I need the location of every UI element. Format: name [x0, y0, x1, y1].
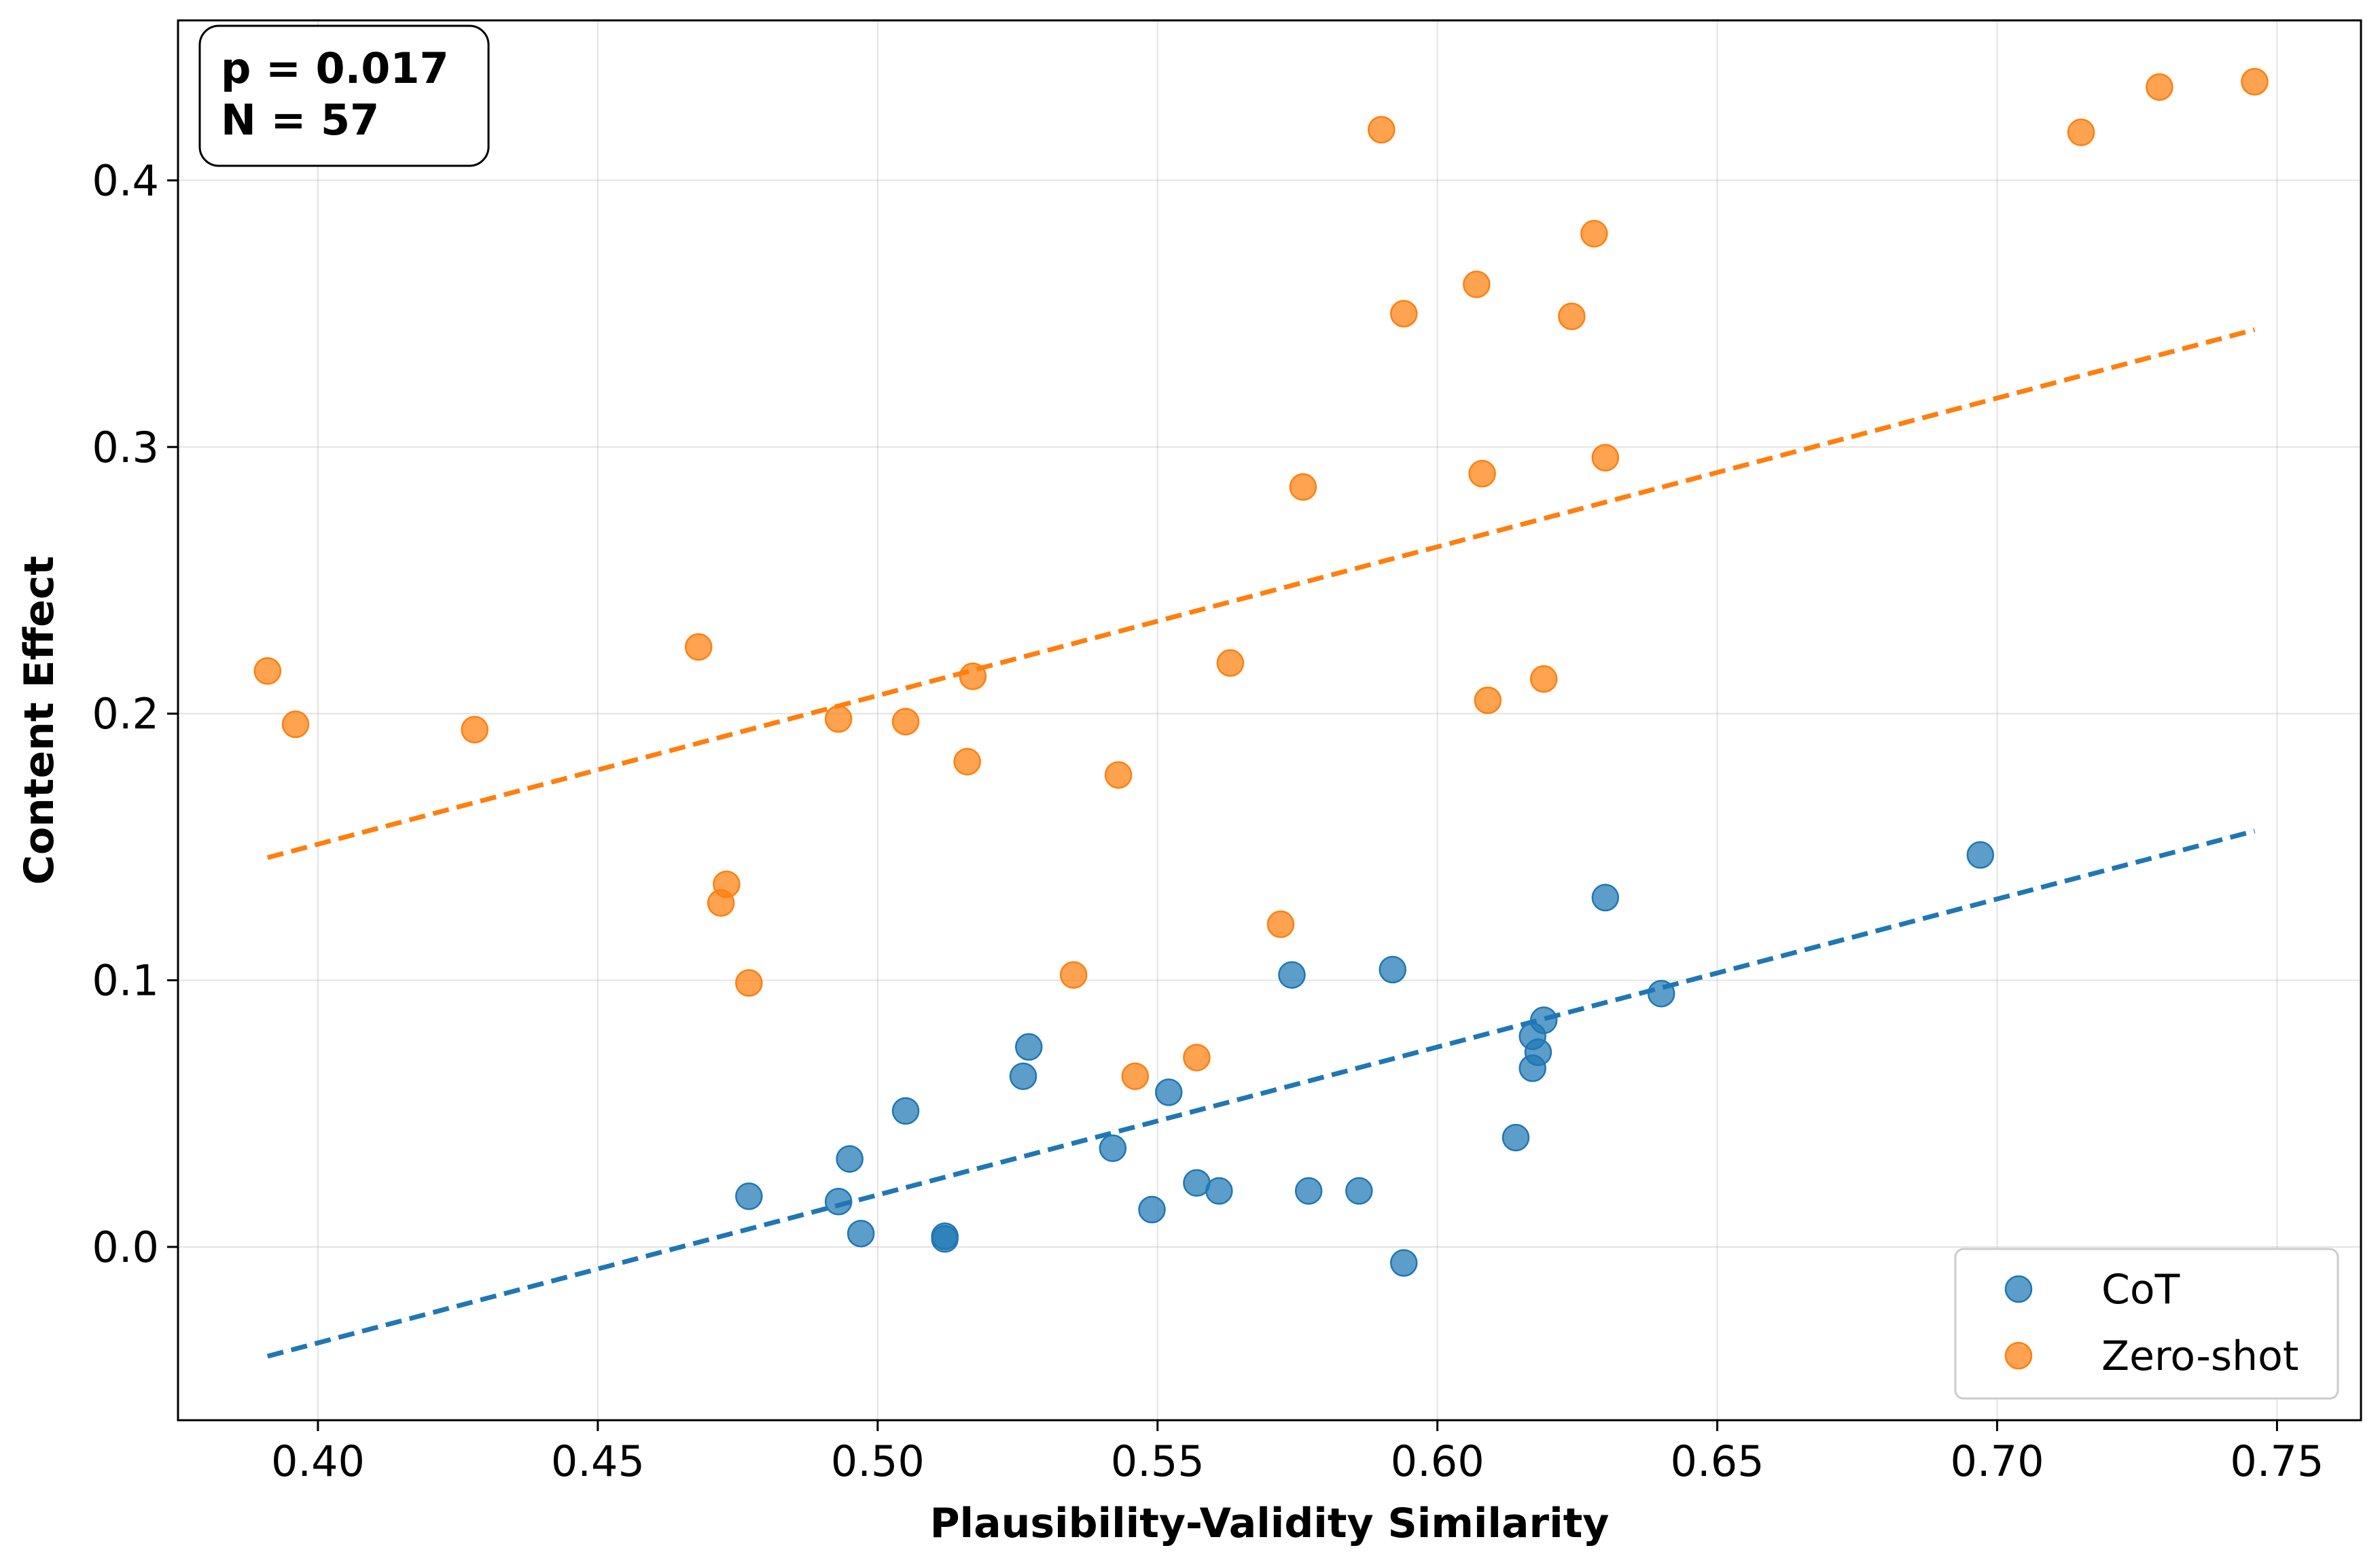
data-point-zero-shot	[959, 663, 987, 690]
data-point-zero-shot	[1591, 444, 1620, 472]
x-tick-label: 0.70	[1950, 1437, 2044, 1486]
data-point-cot	[824, 1187, 853, 1216]
data-point-cot	[1099, 1134, 1127, 1163]
data-point-cot	[1591, 883, 1620, 912]
trendlines	[266, 327, 2256, 1359]
data-point-zero-shot	[2241, 67, 2269, 96]
y-axis-label: Content Effect	[16, 556, 63, 885]
data-point-zero-shot	[1468, 459, 1496, 488]
data-point-zero-shot	[1059, 961, 1088, 989]
data-point-zero-shot	[461, 716, 489, 743]
sample-size-text: N = 57	[221, 95, 379, 145]
data-point-cot	[1966, 841, 1995, 869]
x-axis-label: Plausibility-Validity Similarity	[930, 1500, 1610, 1547]
x-tick-label: 0.60	[1391, 1437, 1485, 1486]
data-point-zero-shot	[1121, 1062, 1150, 1091]
y-tick-label: 0.1	[92, 956, 159, 1006]
data-point-zero-shot	[684, 633, 713, 661]
grid	[178, 20, 2361, 1420]
data-point-zero-shot	[891, 707, 920, 736]
x-tick-label: 0.40	[271, 1437, 365, 1486]
data-point-cot	[1529, 1006, 1558, 1034]
data-point-zero-shot	[2146, 73, 2173, 101]
x-tick-label: 0.75	[2230, 1437, 2324, 1486]
data-point-cot	[1138, 1195, 1166, 1224]
y-tick-label: 0.2	[92, 689, 159, 739]
data-point-cot	[1014, 1033, 1043, 1061]
data-point-zero-shot	[1183, 1044, 1211, 1072]
data-point-zero-shot	[1474, 686, 1502, 714]
stats-box-frame	[198, 24, 490, 167]
data-point-cot	[1345, 1177, 1373, 1205]
data-point-cot	[836, 1145, 864, 1173]
data-point-zero-shot	[1368, 116, 1396, 144]
data-point-cot	[1524, 1038, 1552, 1066]
y-axis-ticks: 0.0 0.1 0.2 0.3 0.4	[92, 156, 178, 1272]
legend-marker-zero-shot	[2004, 1341, 2033, 1370]
data-point-zero-shot	[2067, 118, 2095, 147]
data-point-zero-shot	[1266, 910, 1295, 938]
data-point-cot	[1502, 1123, 1530, 1152]
data-point-cot	[1154, 1078, 1183, 1106]
plot-frame	[177, 19, 2362, 1422]
data-point-cot	[1205, 1177, 1233, 1205]
x-tick-label: 0.55	[1111, 1437, 1205, 1486]
legend-frame	[1954, 1248, 2339, 1400]
data-point-zero-shot	[1216, 649, 1245, 677]
data-point-zero-shot	[1580, 219, 1608, 248]
data-point-zero-shot	[713, 870, 741, 898]
data-point-zero-shot	[1558, 302, 1586, 330]
data-point-zero-shot	[1463, 270, 1491, 298]
data-point-cot	[1647, 979, 1675, 1008]
legend-marker-cot	[2004, 1275, 2033, 1303]
data-point-zero-shot	[1289, 473, 1317, 501]
data-point-cot	[931, 1225, 959, 1253]
data-point-zero-shot	[953, 747, 981, 776]
y-tick-label: 0.3	[92, 423, 159, 472]
data-point-zero-shot	[281, 710, 310, 739]
legend-label-cot: CoT	[2101, 1266, 2180, 1314]
data-point-zero-shot	[824, 705, 853, 733]
data-point-zero-shot	[1529, 665, 1558, 693]
stats-annotation-box: p = 0.017 N = 57	[198, 24, 490, 167]
data-point-cot	[1009, 1062, 1037, 1091]
trendline-zero-shot	[266, 327, 2256, 860]
x-axis-ticks: 0.40 0.45 0.50 0.55 0.60 0.65 0.70 0.75	[271, 1420, 2324, 1486]
data-point-cot	[847, 1220, 875, 1248]
data-point-cot	[1379, 955, 1406, 984]
data-points	[253, 67, 2269, 1277]
p-value-text: p = 0.017	[221, 43, 449, 93]
data-point-zero-shot	[1104, 761, 1133, 789]
y-tick-label: 0.0	[92, 1222, 159, 1272]
legend-label-zero-shot: Zero-shot	[2101, 1333, 2298, 1380]
y-tick-label: 0.4	[92, 156, 159, 205]
x-tick-label: 0.45	[551, 1437, 645, 1486]
data-point-cot	[1294, 1177, 1323, 1205]
data-point-zero-shot	[735, 969, 763, 997]
data-point-cot	[735, 1182, 763, 1210]
data-point-cot	[1389, 1249, 1418, 1277]
data-point-cot	[1278, 961, 1306, 989]
trendline-cot	[266, 828, 2256, 1359]
x-tick-label: 0.65	[1671, 1437, 1764, 1486]
data-point-zero-shot	[1389, 300, 1418, 328]
data-point-cot	[891, 1097, 920, 1125]
legend: CoT Zero-shot	[1954, 1248, 2339, 1400]
x-tick-label: 0.50	[831, 1437, 925, 1486]
data-point-zero-shot	[253, 657, 282, 685]
